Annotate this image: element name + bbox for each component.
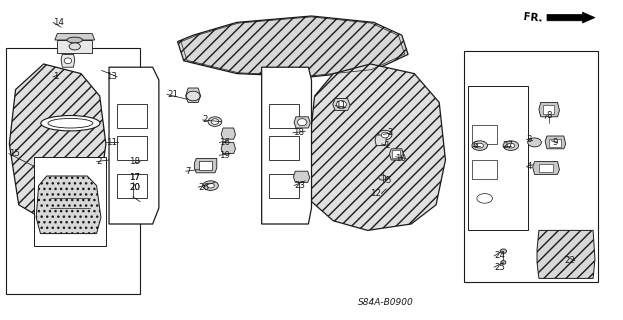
Text: 5: 5 — [385, 176, 391, 185]
Text: 11: 11 — [335, 101, 346, 110]
Polygon shape — [221, 142, 235, 154]
Text: 6: 6 — [472, 141, 478, 150]
Bar — [269, 136, 299, 160]
Bar — [269, 104, 299, 128]
Text: 14: 14 — [53, 18, 64, 27]
Polygon shape — [178, 16, 408, 77]
Ellipse shape — [500, 249, 506, 253]
Ellipse shape — [69, 43, 80, 50]
Ellipse shape — [211, 119, 219, 124]
Text: 24: 24 — [494, 252, 505, 260]
Bar — [392, 150, 400, 158]
Text: 18: 18 — [293, 128, 304, 137]
Ellipse shape — [336, 100, 346, 108]
Text: 21: 21 — [167, 90, 178, 99]
Ellipse shape — [186, 91, 200, 101]
Polygon shape — [547, 12, 595, 23]
Text: 20: 20 — [129, 183, 140, 192]
Polygon shape — [293, 171, 310, 182]
Polygon shape — [308, 64, 445, 230]
Text: 27: 27 — [503, 141, 514, 150]
Bar — [468, 86, 528, 230]
Text: 15: 15 — [9, 149, 20, 158]
Ellipse shape — [379, 175, 386, 180]
Polygon shape — [55, 34, 95, 40]
Ellipse shape — [208, 117, 222, 126]
Polygon shape — [294, 117, 310, 128]
Bar — [34, 157, 106, 246]
Polygon shape — [61, 54, 75, 67]
Text: 18: 18 — [129, 157, 140, 166]
Text: 20: 20 — [129, 183, 140, 192]
Ellipse shape — [378, 130, 392, 140]
Polygon shape — [539, 102, 559, 117]
Ellipse shape — [476, 143, 483, 148]
Bar — [543, 105, 554, 114]
Ellipse shape — [207, 183, 214, 188]
Ellipse shape — [203, 181, 219, 190]
Text: 22: 22 — [564, 256, 575, 265]
Polygon shape — [9, 64, 106, 224]
Polygon shape — [375, 135, 386, 146]
Text: 3: 3 — [526, 135, 532, 144]
Bar — [6, 48, 140, 294]
Text: 19: 19 — [219, 151, 230, 160]
Text: 17: 17 — [129, 173, 140, 182]
Text: 8: 8 — [546, 111, 552, 120]
Bar — [472, 125, 497, 144]
Text: S84A-B0900: S84A-B0900 — [358, 298, 414, 307]
Ellipse shape — [41, 116, 100, 131]
Ellipse shape — [528, 138, 541, 147]
Bar — [117, 104, 147, 128]
Polygon shape — [36, 176, 101, 234]
Text: 7: 7 — [186, 167, 191, 176]
Text: 16: 16 — [219, 138, 231, 147]
Polygon shape — [109, 67, 159, 224]
Bar — [117, 174, 147, 198]
Ellipse shape — [64, 58, 72, 64]
Text: FR.: FR. — [523, 12, 543, 23]
Bar — [199, 161, 212, 170]
Polygon shape — [389, 149, 404, 160]
Polygon shape — [221, 128, 235, 139]
Text: 13: 13 — [106, 72, 117, 81]
Bar — [117, 136, 147, 160]
Polygon shape — [262, 67, 312, 224]
Ellipse shape — [297, 119, 307, 126]
Text: 2: 2 — [202, 116, 208, 124]
Ellipse shape — [67, 37, 82, 43]
Text: 1: 1 — [384, 141, 389, 150]
Text: 2: 2 — [387, 128, 392, 137]
Polygon shape — [333, 99, 350, 110]
Bar — [57, 40, 92, 53]
Text: 9: 9 — [552, 138, 558, 147]
Text: 4: 4 — [526, 162, 532, 171]
Bar — [549, 139, 561, 147]
Polygon shape — [194, 158, 217, 173]
Text: 23: 23 — [294, 181, 305, 190]
Text: 10: 10 — [395, 154, 406, 163]
Ellipse shape — [477, 194, 493, 203]
Text: 12: 12 — [370, 189, 381, 198]
Text: 17: 17 — [129, 173, 140, 182]
Bar — [472, 160, 497, 179]
Text: 2: 2 — [97, 157, 102, 166]
Ellipse shape — [472, 141, 488, 150]
Ellipse shape — [507, 143, 515, 148]
Polygon shape — [533, 162, 559, 174]
Bar — [539, 164, 553, 172]
Polygon shape — [545, 136, 566, 149]
Ellipse shape — [48, 118, 93, 128]
Text: 26: 26 — [198, 183, 209, 192]
Ellipse shape — [381, 132, 389, 138]
Text: 25: 25 — [494, 263, 505, 272]
Polygon shape — [186, 88, 201, 102]
Ellipse shape — [501, 260, 506, 264]
Bar — [269, 174, 299, 198]
Bar — [464, 51, 598, 282]
Text: 1: 1 — [53, 72, 59, 81]
Ellipse shape — [503, 141, 518, 150]
Polygon shape — [537, 230, 595, 278]
Text: 11: 11 — [106, 138, 117, 147]
